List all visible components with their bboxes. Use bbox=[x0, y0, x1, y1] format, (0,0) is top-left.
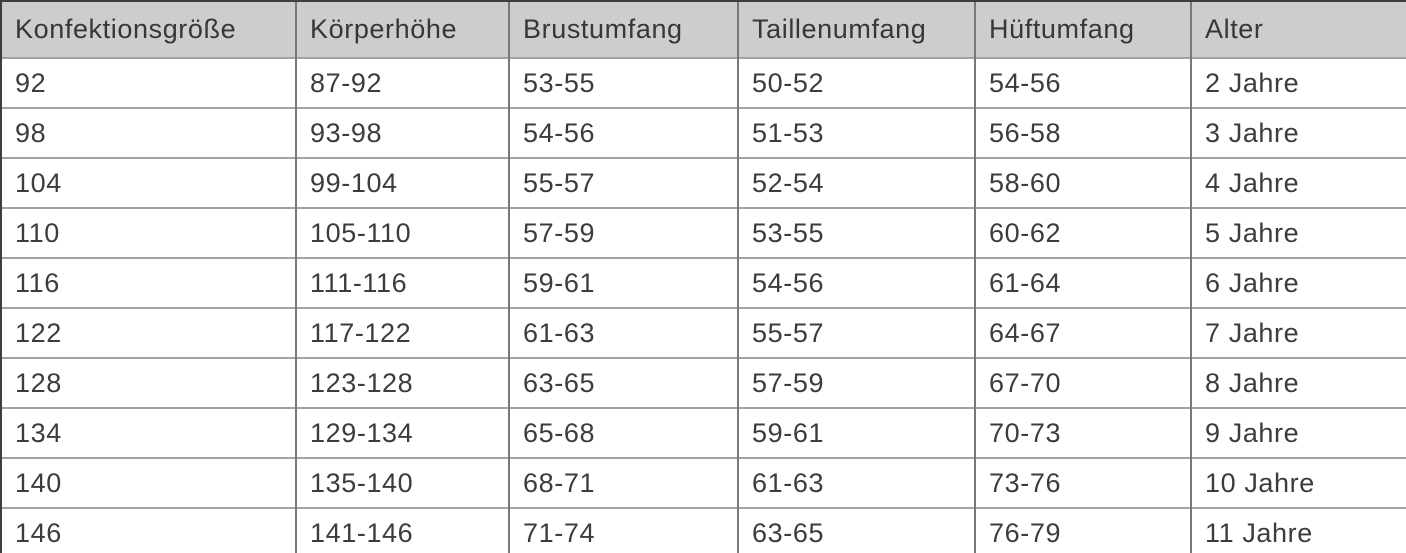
table-cell: 70-73 bbox=[974, 407, 1191, 458]
table-cell: 71-74 bbox=[508, 507, 738, 553]
column-header: Körperhöhe bbox=[295, 0, 509, 58]
table-cell: 67-70 bbox=[974, 357, 1191, 408]
table-cell: 104 bbox=[0, 157, 296, 208]
table-cell: 99-104 bbox=[295, 157, 509, 208]
table-cell: 8 Jahre bbox=[1190, 357, 1406, 408]
table-cell: 122 bbox=[0, 307, 296, 358]
table-cell: 5 Jahre bbox=[1190, 207, 1406, 258]
table-row: 140 135-140 68-71 61-63 73-76 10 Jahre bbox=[0, 457, 1406, 508]
table-cell: 134 bbox=[0, 407, 296, 458]
table-cell: 57-59 bbox=[737, 357, 975, 408]
table-cell: 53-55 bbox=[508, 57, 738, 108]
table-cell: 52-54 bbox=[737, 157, 975, 208]
table-row: 98 93-98 54-56 51-53 56-58 3 Jahre bbox=[0, 107, 1406, 158]
table-cell: 128 bbox=[0, 357, 296, 408]
table-cell: 63-65 bbox=[508, 357, 738, 408]
table-row: 128 123-128 63-65 57-59 67-70 8 Jahre bbox=[0, 357, 1406, 408]
column-header: Konfektionsgröße bbox=[0, 0, 296, 58]
column-header: Brustumfang bbox=[508, 0, 738, 58]
header-row: Konfektionsgröße Körperhöhe Brustumfang Tai… bbox=[0, 0, 1406, 58]
table-cell: 57-59 bbox=[508, 207, 738, 258]
table-cell: 2 Jahre bbox=[1190, 57, 1406, 108]
table-cell: 117-122 bbox=[295, 307, 509, 358]
table-cell: 9 Jahre bbox=[1190, 407, 1406, 458]
table-cell: 93-98 bbox=[295, 107, 509, 158]
table-cell: 11 Jahre bbox=[1190, 507, 1406, 553]
table-cell: 92 bbox=[0, 57, 296, 108]
table-cell: 60-62 bbox=[974, 207, 1191, 258]
table-cell: 64-67 bbox=[974, 307, 1191, 358]
table-row: 134 129-134 65-68 59-61 70-73 9 Jahre bbox=[0, 407, 1406, 458]
table-cell: 53-55 bbox=[737, 207, 975, 258]
table-cell: 140 bbox=[0, 457, 296, 508]
table-cell: 123-128 bbox=[295, 357, 509, 408]
table-cell: 59-61 bbox=[737, 407, 975, 458]
table-cell: 65-68 bbox=[508, 407, 738, 458]
table-cell: 61-63 bbox=[737, 457, 975, 508]
table-cell: 61-64 bbox=[974, 257, 1191, 308]
table-cell: 6 Jahre bbox=[1190, 257, 1406, 308]
table-cell: 73-76 bbox=[974, 457, 1191, 508]
table-cell: 54-56 bbox=[974, 57, 1191, 108]
table-cell: 87-92 bbox=[295, 57, 509, 108]
table-row: 110 105-110 57-59 53-55 60-62 5 Jahre bbox=[0, 207, 1406, 258]
table-cell: 50-52 bbox=[737, 57, 975, 108]
table-cell: 55-57 bbox=[508, 157, 738, 208]
table-cell: 54-56 bbox=[737, 257, 975, 308]
table-cell: 59-61 bbox=[508, 257, 738, 308]
table-cell: 58-60 bbox=[974, 157, 1191, 208]
table-cell: 141-146 bbox=[295, 507, 509, 553]
table-cell: 135-140 bbox=[295, 457, 509, 508]
table-cell: 54-56 bbox=[508, 107, 738, 158]
table-cell: 111-116 bbox=[295, 257, 509, 308]
column-header: Hüftumfang bbox=[974, 0, 1191, 58]
table-row: 92 87-92 53-55 50-52 54-56 2 Jahre bbox=[0, 57, 1406, 108]
table-cell: 116 bbox=[0, 257, 296, 308]
table-cell: 110 bbox=[0, 207, 296, 258]
table-row: 122 117-122 61-63 55-57 64-67 7 Jahre bbox=[0, 307, 1406, 358]
table-cell: 51-53 bbox=[737, 107, 975, 158]
table-cell: 7 Jahre bbox=[1190, 307, 1406, 358]
table-cell: 146 bbox=[0, 507, 296, 553]
table-body: 92 87-92 53-55 50-52 54-56 2 Jahre 98 93-98 54-5… bbox=[0, 57, 1406, 553]
table-cell: 105-110 bbox=[295, 207, 509, 258]
table-cell: 4 Jahre bbox=[1190, 157, 1406, 208]
table-row: 116 111-116 59-61 54-56 61-64 6 Jahre bbox=[0, 257, 1406, 308]
column-header: Alter bbox=[1190, 0, 1406, 58]
table-row: 104 99-104 55-57 52-54 58-60 4 Jahre bbox=[0, 157, 1406, 208]
column-header: Taillenumfang bbox=[737, 0, 975, 58]
table-cell: 55-57 bbox=[737, 307, 975, 358]
table-cell: 129-134 bbox=[295, 407, 509, 458]
table-cell: 10 Jahre bbox=[1190, 457, 1406, 508]
table-cell: 68-71 bbox=[508, 457, 738, 508]
table-cell: 63-65 bbox=[737, 507, 975, 553]
table-row: 146 141-146 71-74 63-65 76-79 11 Jahre bbox=[0, 507, 1406, 553]
table-cell: 3 Jahre bbox=[1190, 107, 1406, 158]
table-cell: 76-79 bbox=[974, 507, 1191, 553]
table-cell: 56-58 bbox=[974, 107, 1191, 158]
table-cell: 61-63 bbox=[508, 307, 738, 358]
table-cell: 98 bbox=[0, 107, 296, 158]
